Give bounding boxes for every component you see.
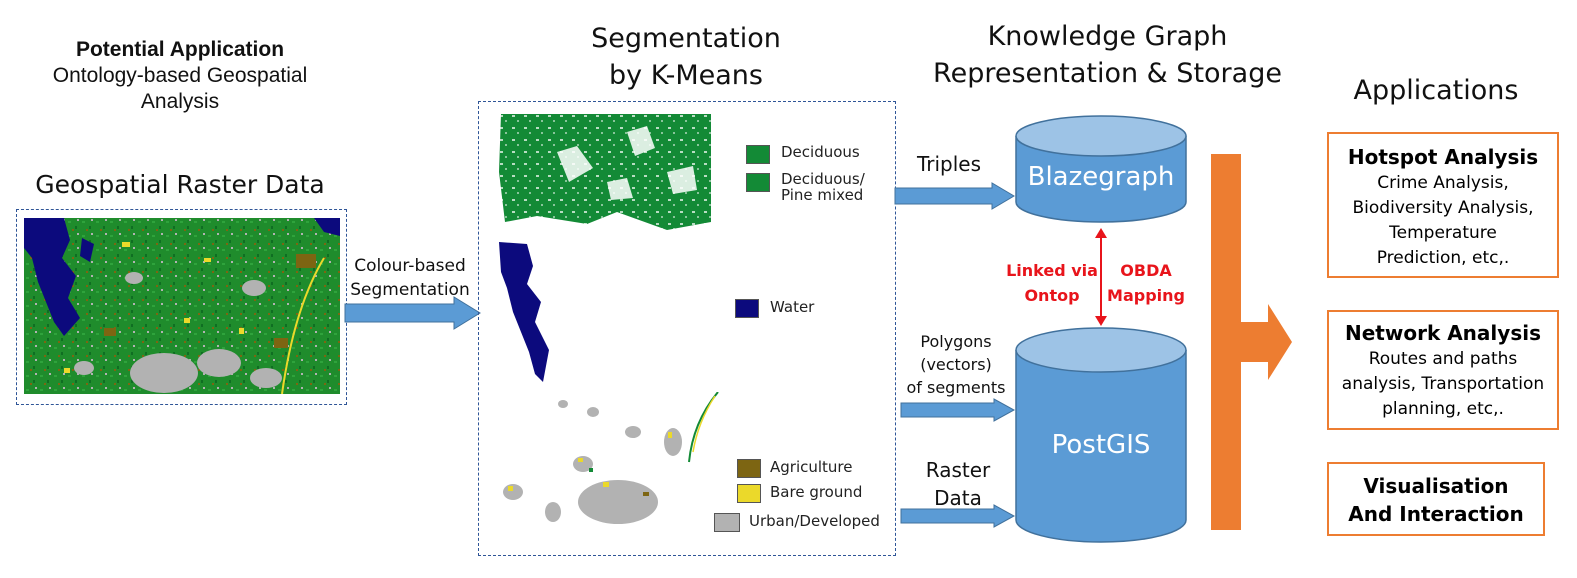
raster-map-frame — [16, 209, 347, 405]
obda-link-arrow — [1095, 228, 1107, 326]
polygons-label: Polygons (vectors) of segments — [896, 330, 1016, 399]
hotspot-analysis-title: Hotspot Analysis — [1347, 145, 1539, 169]
legend-mixed-label-line1: Deciduous/ — [781, 170, 865, 188]
network-analysis-box: Network Analysis Routes and paths analys… — [1327, 310, 1559, 430]
hotspot-analysis-box: Hotspot Analysis Crime Analysis, Biodive… — [1327, 132, 1559, 278]
legend-urban-label: Urban/Developed — [749, 512, 880, 530]
raster-data-arrow — [900, 504, 1016, 528]
kg-title: Knowledge Graph Representation & Storage — [930, 18, 1285, 92]
legend-bare-ground-label: Bare ground — [770, 483, 863, 501]
segment-urban-image — [503, 392, 719, 524]
potential-application-title: Potential Application — [75, 38, 285, 61]
legend-water-swatch — [735, 299, 759, 318]
kmeans-title-line1: Segmentation — [591, 23, 781, 54]
linked-via-ontop-label: Linked via Ontop — [1000, 258, 1104, 308]
hotspot-analysis-line2: Biodiversity Analysis, — [1352, 198, 1534, 218]
network-analysis-title: Network Analysis — [1345, 321, 1541, 345]
polygons-arrow — [900, 398, 1016, 422]
network-analysis-line1: Routes and paths — [1368, 349, 1518, 369]
blazegraph-cylinder — [1015, 115, 1187, 223]
hotspot-analysis-line4: Prediction, etc,. — [1376, 248, 1510, 268]
legend-water-label: Water — [770, 298, 815, 316]
legend-urban-swatch — [714, 513, 740, 532]
legend-agriculture-label: Agriculture — [770, 458, 853, 476]
raster-data-label: Raster Data — [906, 456, 1010, 512]
obda-mapping-line1: OBDA — [1120, 261, 1172, 280]
polygons-label-line1: Polygons — [920, 332, 992, 351]
postgis-label: PostGIS — [1051, 430, 1151, 460]
legend-bare-ground-swatch — [737, 484, 761, 503]
raster-data-label-line1: Raster — [925, 458, 991, 482]
colour-segmentation-label: Colour-based Segmentation — [346, 254, 474, 302]
segment-deciduous-image — [499, 114, 711, 230]
obda-mapping-line2: Mapping — [1107, 286, 1185, 305]
raster-data-label-line2: Data — [934, 486, 982, 510]
legend-agriculture-swatch — [737, 459, 761, 478]
kmeans-title: Segmentation by K-Means — [556, 20, 816, 94]
raster-data-title: Geospatial Raster Data — [35, 170, 325, 199]
blazegraph-label: Blazegraph — [1027, 162, 1175, 192]
potential-application-line2: Analysis — [140, 90, 220, 113]
hotspot-analysis-line3: Temperature — [1389, 223, 1497, 243]
segment-water-image — [499, 242, 549, 382]
raster-map-image — [24, 218, 340, 394]
visualisation-line1: Visualisation — [1363, 474, 1509, 498]
applications-title: Applications — [1353, 75, 1519, 106]
network-analysis-line2: analysis, Transportation — [1341, 374, 1545, 394]
legend-mixed-swatch — [746, 173, 770, 192]
triples-arrow — [894, 182, 1015, 210]
legend-deciduous-label: Deciduous — [781, 143, 860, 161]
kg-title-line2: Representation & Storage — [933, 58, 1282, 89]
colour-segmentation-line2: Segmentation — [350, 280, 470, 300]
linked-via-ontop-line2: Ontop — [1024, 286, 1080, 305]
postgis-cylinder — [1015, 327, 1187, 543]
linked-via-ontop-line1: Linked via — [1006, 261, 1098, 280]
potential-application-line1: Ontology-based Geospatial — [52, 64, 308, 87]
segmentation-arrow — [344, 296, 481, 330]
legend-deciduous-swatch — [746, 145, 770, 164]
kmeans-segments-frame: Deciduous Deciduous/ Pine mixed Water Ag… — [478, 101, 896, 556]
potential-application-heading: Potential Application Ontology-based Geo… — [20, 36, 340, 115]
obda-mapping-label: OBDA Mapping — [1104, 258, 1188, 308]
applications-arrow — [1211, 154, 1292, 530]
legend-mixed-label-line2: Pine mixed — [781, 186, 864, 204]
colour-segmentation-line1: Colour-based — [354, 256, 466, 276]
visualisation-box: Visualisation And Interaction — [1327, 462, 1545, 536]
hotspot-analysis-line1: Crime Analysis, — [1377, 173, 1509, 193]
visualisation-line2: And Interaction — [1348, 502, 1524, 526]
polygons-label-line3: of segments — [906, 378, 1006, 397]
network-analysis-line3: planning, etc,. — [1382, 399, 1504, 419]
kmeans-title-line2: by K-Means — [609, 60, 763, 91]
triples-label: Triples — [917, 152, 982, 176]
polygons-label-line2: (vectors) — [920, 355, 992, 374]
kg-title-line1: Knowledge Graph — [987, 21, 1228, 52]
